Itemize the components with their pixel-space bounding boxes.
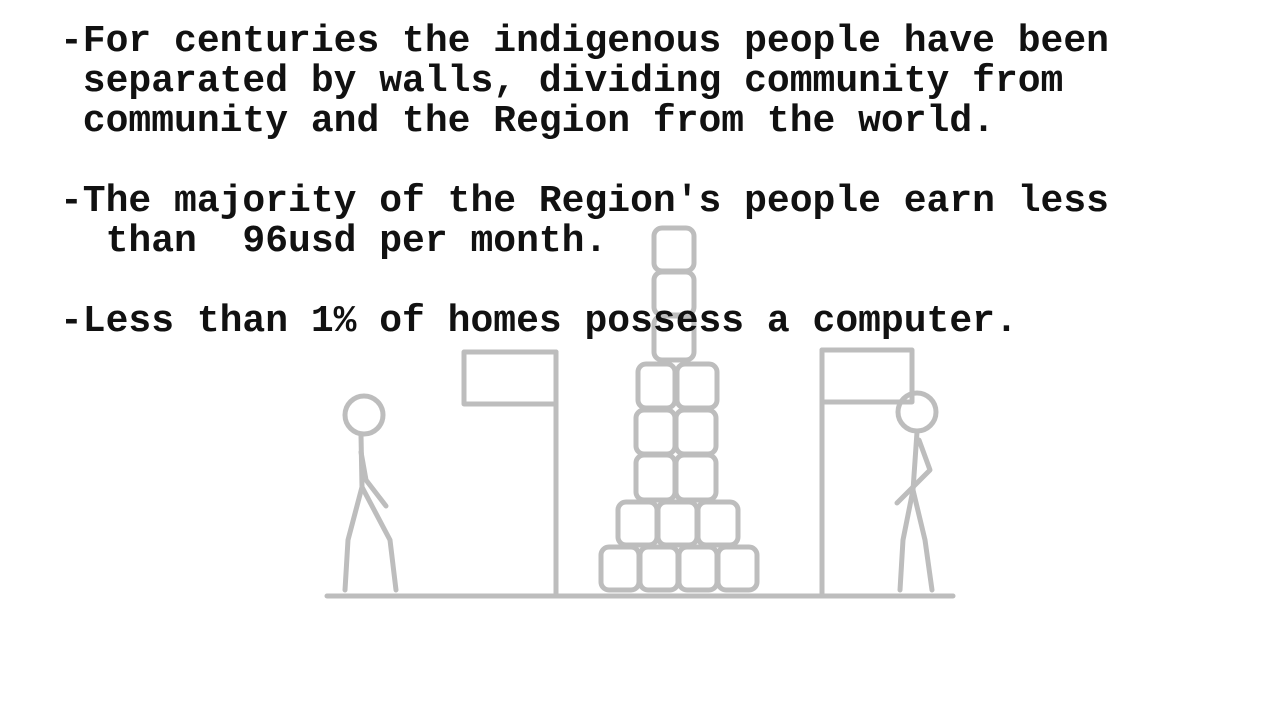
bullet-list: -For centuries the indigenous people hav… xyxy=(60,22,1109,382)
bullet: -The majority of the Region's people ear… xyxy=(60,182,1109,262)
bullet-line: -Less than 1% of homes possess a compute… xyxy=(60,300,1018,343)
bullet-line: -For centuries the indigenous people hav… xyxy=(60,20,1109,63)
bullet-line: community and the Region from the world. xyxy=(60,100,995,143)
bullet-line: -The majority of the Region's people ear… xyxy=(60,180,1109,223)
bullet-line: separated by walls, dividing community f… xyxy=(60,60,1064,103)
bullet: -Less than 1% of homes possess a compute… xyxy=(60,302,1109,342)
brick-tower xyxy=(598,225,760,593)
left-wall xyxy=(461,349,559,597)
right-wall xyxy=(819,347,915,597)
bullet-line: than 96usd per month. xyxy=(60,220,608,263)
bullet: -For centuries the indigenous people hav… xyxy=(60,22,1109,142)
left-person xyxy=(342,393,399,593)
right-person xyxy=(894,390,939,593)
